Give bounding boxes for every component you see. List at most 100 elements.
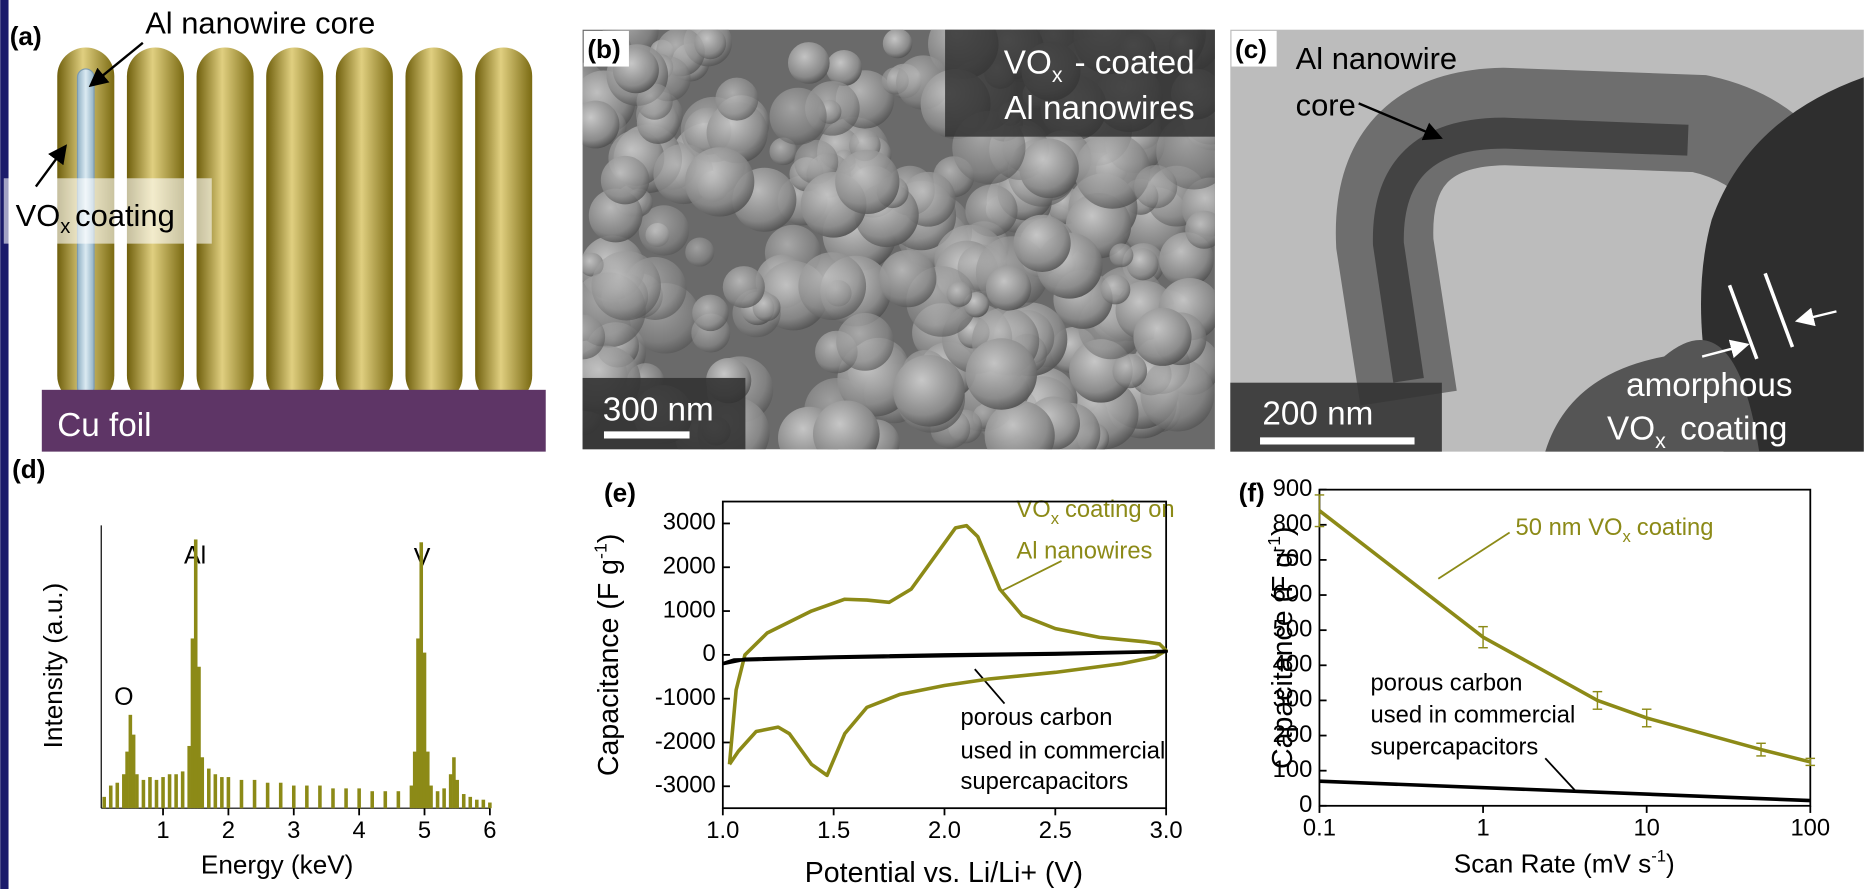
sem-grain — [1112, 353, 1148, 389]
spectrum-bar — [148, 777, 152, 809]
coating-label: VOx coating — [16, 198, 175, 238]
caption: Al nanowires — [1004, 90, 1194, 127]
y-tick-label: 100 — [1273, 756, 1313, 783]
sem-grain — [769, 137, 798, 166]
spectrum-bar — [239, 779, 244, 809]
label-box — [1231, 30, 1277, 67]
spectrum-bar — [213, 774, 218, 809]
tem-shadow — [1545, 340, 1760, 452]
spectrum-bar — [344, 788, 348, 809]
x-tick-label: 100 — [1790, 815, 1830, 842]
sem-grain — [984, 400, 1055, 450]
coating-label: amorphous — [1626, 367, 1792, 404]
sem-grain — [946, 281, 973, 307]
spectrum-bar — [331, 788, 335, 809]
annotation: used in commercial — [1371, 702, 1576, 729]
spectrum-bar — [161, 777, 165, 809]
y-tick-label: 800 — [1273, 510, 1313, 537]
x-tick-label: 5 — [418, 817, 431, 844]
sem-grain — [1126, 248, 1159, 281]
annotation: used in commercial — [961, 737, 1166, 764]
sem-grain — [1140, 357, 1215, 432]
spectrum-bar — [141, 779, 146, 809]
sem-grain — [1109, 243, 1134, 268]
annotation: 50 nm VOx coating — [1516, 514, 1714, 546]
annotation: porous carbon — [961, 704, 1113, 731]
label-box — [583, 30, 629, 67]
sem-grain — [836, 313, 894, 371]
spectrum-bar — [190, 638, 195, 809]
x-tick-label: 1 — [156, 817, 169, 844]
sem-grain — [965, 184, 1018, 237]
arrow — [1794, 307, 1837, 327]
sem-grain — [798, 252, 867, 320]
spectrum-bar — [488, 802, 492, 809]
x-axis-label: Energy (keV) — [201, 850, 353, 880]
x-axis-label: Potential vs. Li/Li+ (V) — [805, 857, 1083, 889]
spectrum-bar — [154, 779, 159, 809]
nanowire — [475, 47, 533, 405]
spectrum-bar — [475, 799, 479, 809]
data-line — [1319, 779, 1811, 803]
x-tick-label: 0.1 — [1303, 815, 1336, 842]
annotation: Al nanowires — [1016, 538, 1152, 565]
spectrum-bar — [207, 768, 211, 809]
sem-grain — [893, 354, 965, 427]
y-axis-label: Capacitance (F g-1) — [1264, 526, 1299, 768]
annotation: supercapacitors — [1371, 734, 1539, 761]
y-tick-label: 600 — [1273, 580, 1313, 607]
x-tick-label: 10 — [1633, 815, 1659, 842]
spectrum-bar — [305, 785, 309, 809]
annotation: supercapacitors — [961, 768, 1129, 795]
y-tick-label: 900 — [1273, 475, 1313, 502]
annotation: porous carbon — [1371, 670, 1523, 697]
core-label: Al nanowire — [1296, 41, 1457, 76]
spectrum-bar — [115, 782, 120, 809]
x-tick-label: 6 — [483, 817, 496, 844]
data-line — [1318, 509, 1811, 764]
spectrum-bar — [461, 794, 466, 809]
panel-label: (c) — [1235, 34, 1267, 64]
y-tick-label: -1000 — [655, 684, 716, 711]
spectrum-bar — [370, 791, 374, 809]
scale-label: 300 nm — [603, 392, 714, 429]
y-axis-label: Intensity (a.u.) — [38, 583, 68, 749]
spectrum-bar — [481, 799, 486, 809]
y-axis-label: Capacitance (F g-1) — [590, 534, 625, 776]
y-tick-label: 0 — [702, 640, 715, 667]
spectrum-bar — [442, 788, 446, 809]
caption-box — [945, 29, 1215, 137]
sem-grain — [879, 249, 937, 308]
cu-foil — [41, 389, 546, 452]
leader-line — [1001, 560, 1062, 592]
y-tick-label: 2000 — [663, 553, 716, 580]
data-line — [727, 523, 1168, 778]
error-bar — [1805, 757, 1816, 767]
spectrum-bar — [383, 791, 388, 809]
spectrum-bar — [131, 734, 136, 809]
sem-grain — [1019, 138, 1079, 199]
arrow — [1701, 339, 1750, 359]
y-tick-label: -3000 — [655, 772, 716, 799]
x-tick-label: 4 — [353, 817, 366, 844]
spectrum-bar — [357, 788, 361, 809]
spectrum-bar — [318, 785, 322, 809]
sem-grain — [638, 205, 690, 256]
spectrum-bar — [448, 774, 453, 809]
core-label: core — [1296, 87, 1356, 122]
spectrum-bar — [180, 771, 185, 809]
x-tick-label: 3 — [287, 817, 300, 844]
sem-grain — [1100, 274, 1131, 305]
sem-grain — [722, 266, 765, 309]
spectrum-bar — [429, 785, 433, 809]
y-tick-label: 1000 — [663, 596, 716, 623]
nanowire — [405, 47, 463, 405]
nanowire-array — [57, 47, 533, 405]
nanowire — [266, 47, 324, 405]
spectrum-bar — [278, 782, 283, 809]
core-label: Al nanowire core — [145, 5, 375, 40]
spectrum-bar — [416, 638, 420, 809]
spectrum-bar — [135, 774, 139, 809]
sem-grain — [787, 42, 830, 84]
